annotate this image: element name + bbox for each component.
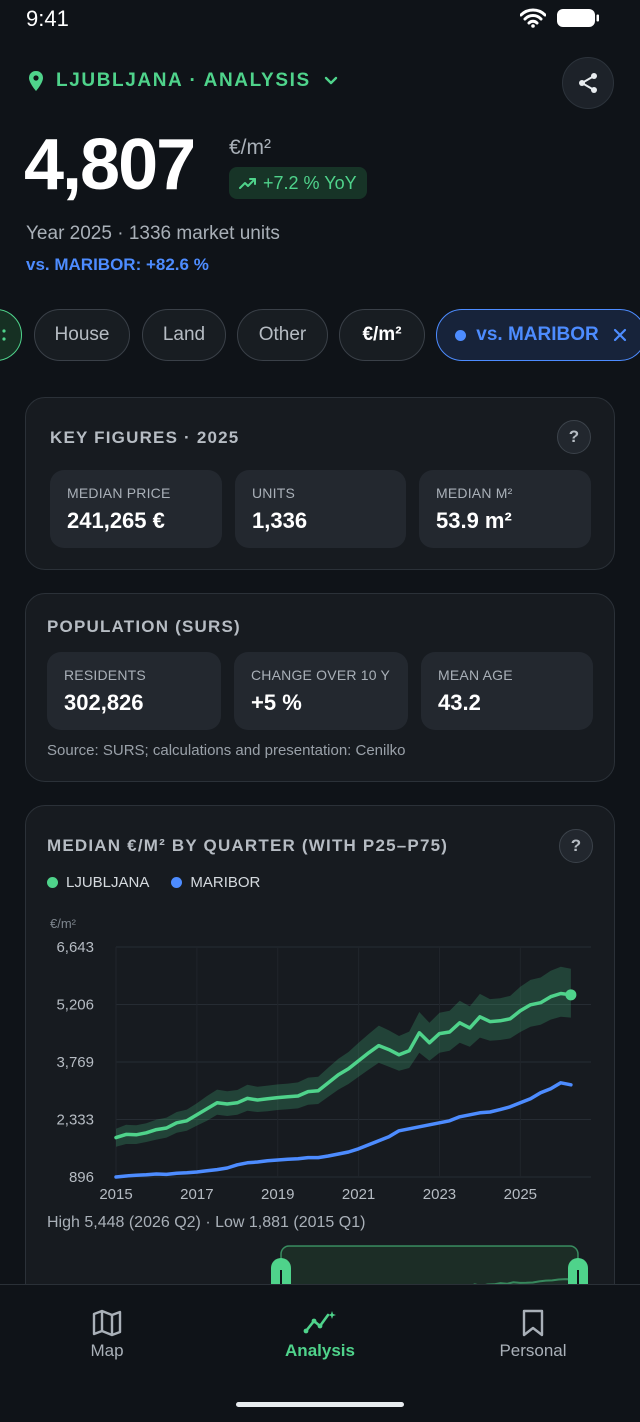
population-source: Source: SURS; calculations and presentat… <box>47 742 406 759</box>
tile-value: 53.9 m² <box>436 508 512 533</box>
tile-label: CHANGE OVER 10 Y <box>251 667 391 683</box>
tile-value: 241,265 € <box>67 508 165 533</box>
bottom-nav: Map Analysis Personal <box>0 1284 640 1422</box>
status-time: 9:41 <box>26 6 69 31</box>
legend-label: MARIBOR <box>190 874 261 891</box>
ljubljana-last-point <box>565 989 577 1001</box>
location-selector[interactable]: LJUBLJANA · ANALYSIS <box>28 70 339 92</box>
chip-compare-label: vs. MARIBOR <box>476 324 599 345</box>
analysis-icon <box>303 1311 336 1334</box>
trend-up-icon <box>239 178 256 189</box>
wifi-icon <box>520 8 546 28</box>
x-tick-label: 2019 <box>261 1186 294 1203</box>
legend-item-ljubljana[interactable]: LJUBLJANA <box>47 874 149 891</box>
battery-icon <box>557 9 599 27</box>
population-title: POPULATION (SURS) <box>47 617 241 636</box>
y-tick-label: 2,333 <box>56 1112 94 1129</box>
share-icon <box>579 73 597 93</box>
x-tick-label: 2021 <box>342 1186 375 1203</box>
median-price-per-m2: 4,807 <box>24 125 196 205</box>
price-unit: €/m² <box>229 136 271 159</box>
key-figures-card: KEY FIGURES · 2025 ? MEDIAN PRICE 241,26… <box>25 397 615 570</box>
filter-icon <box>2 329 6 341</box>
year-summary: Year 2025 · 1336 market units <box>26 223 280 244</box>
location-pin-icon <box>29 71 43 91</box>
status-icons <box>520 8 600 28</box>
ljubljana-line <box>114 991 573 1140</box>
price-chart-card: MEDIAN €/M² BY QUARTER (WITH P25–P75) ? … <box>25 805 615 1325</box>
high-low-summary: High 5,448 (2026 Q2) · Low 1,881 (2015 Q… <box>47 1214 366 1231</box>
tile-change-10y: CHANGE OVER 10 Y +5 % <box>234 652 408 730</box>
map-icon <box>92 1309 122 1337</box>
ljubljana-p25-p75-band <box>116 966 571 1147</box>
maribor-line <box>114 1081 573 1179</box>
y-tick-label: 3,769 <box>56 1054 94 1071</box>
chip-filters[interactable] <box>0 309 22 361</box>
nav-analysis[interactable]: Analysis <box>250 1309 390 1361</box>
population-card: POPULATION (SURS) RESIDENTS 302,826 CHAN… <box>25 593 615 782</box>
chip-house[interactable]: House <box>34 309 130 361</box>
y-tick-label: 6,643 <box>56 939 94 956</box>
yoy-value: +7.2 % YoY <box>263 172 357 193</box>
tile-value: +5 % <box>251 690 302 715</box>
tile-label: MEDIAN M² <box>436 485 513 501</box>
nav-map[interactable]: Map <box>37 1309 177 1361</box>
key-figures-title: KEY FIGURES · 2025 <box>50 428 240 447</box>
tile-median-price: MEDIAN PRICE 241,265 € <box>50 470 222 548</box>
tile-label: MEAN AGE <box>438 667 513 683</box>
x-tick-label: 2017 <box>180 1186 213 1203</box>
home-indicator <box>236 1402 404 1407</box>
comparison-summary: vs. MARIBOR: +82.6 % <box>26 255 209 274</box>
nav-map-label: Map <box>90 1341 124 1360</box>
tile-label: RESIDENTS <box>64 667 146 683</box>
legend-item-maribor[interactable]: MARIBOR <box>171 874 260 891</box>
tile-mean-age: MEAN AGE 43.2 <box>421 652 593 730</box>
tile-value: 43.2 <box>438 690 481 715</box>
x-tick-label: 2015 <box>99 1186 132 1203</box>
chip-land[interactable]: Land <box>142 309 226 361</box>
yoy-badge: +7.2 % YoY <box>229 167 367 199</box>
status-bar: 9:41 <box>0 0 640 44</box>
chip-other[interactable]: Other <box>237 309 328 361</box>
tile-label: MEDIAN PRICE <box>67 485 171 501</box>
tile-label: UNITS <box>252 485 295 501</box>
nav-analysis-label: Analysis <box>285 1341 355 1360</box>
legend-label: LJUBLJANA <box>66 874 150 891</box>
chip-unit[interactable]: €/m² <box>339 309 425 361</box>
tile-value: 302,826 <box>64 690 144 715</box>
price-chart[interactable]: €/m² 6,643 5,206 3,769 2,333 896 2015 2017 2019 2… <box>26 906 616 1206</box>
x-tick-label: 2025 <box>504 1186 537 1203</box>
tile-units: UNITS 1,336 <box>235 470 406 548</box>
help-button[interactable]: ? <box>557 420 591 454</box>
tile-residents: RESIDENTS 302,826 <box>47 652 221 730</box>
chart-title: MEDIAN €/M² BY QUARTER (WITH P25–P75) <box>47 836 449 855</box>
y-axis-label: €/m² <box>50 916 77 931</box>
share-button[interactable] <box>562 57 614 109</box>
compare-dot <box>455 329 467 341</box>
chart-legend: LJUBLJANA MARIBOR <box>47 874 260 891</box>
bookmark-icon <box>522 1309 544 1337</box>
tile-median-m2: MEDIAN M² 53.9 m² <box>419 470 591 548</box>
y-tick-label: 5,206 <box>56 997 94 1014</box>
tile-value: 1,336 <box>252 508 308 533</box>
nav-personal[interactable]: Personal <box>463 1309 603 1361</box>
close-icon[interactable] <box>613 328 627 342</box>
location-title: LJUBLJANA · ANALYSIS <box>56 70 311 91</box>
x-tick-label: 2023 <box>423 1186 456 1203</box>
help-button[interactable]: ? <box>559 829 593 863</box>
y-tick-label: 896 <box>69 1169 94 1186</box>
chevron-down-icon <box>324 76 337 85</box>
chip-compare[interactable]: vs. MARIBOR <box>436 309 640 361</box>
nav-personal-label: Personal <box>499 1341 567 1360</box>
filter-chips: House Land Other €/m² vs. MARIBOR <box>0 309 640 361</box>
